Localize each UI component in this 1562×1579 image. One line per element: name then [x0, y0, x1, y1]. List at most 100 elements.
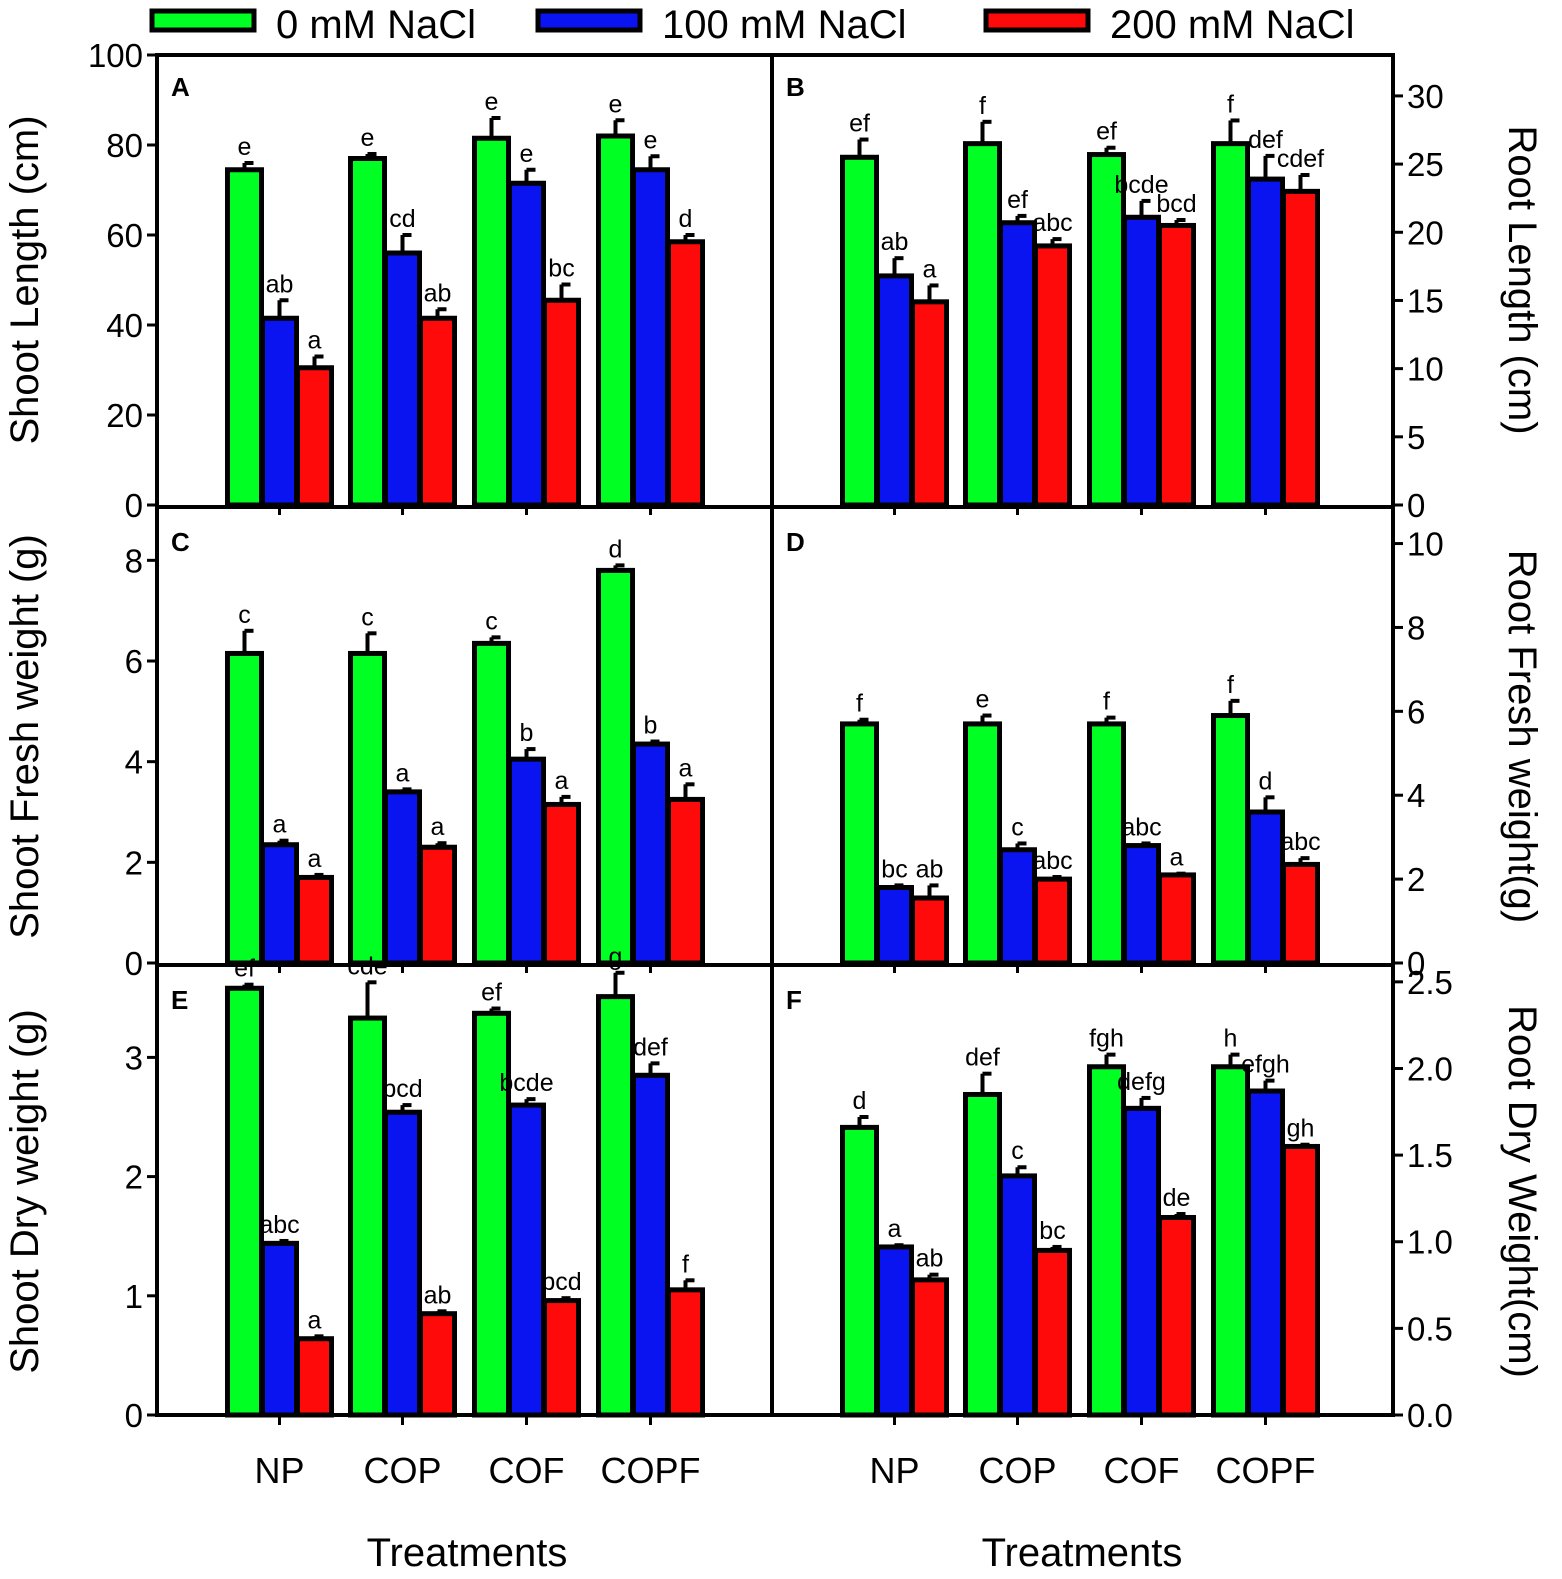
y-tick-label: 0 — [1407, 487, 1425, 524]
y-axis-title-D: Root Fresh weight(g) — [1500, 550, 1544, 923]
bar-A-NP-1 — [260, 315, 299, 508]
bar-E-COPF-1 — [631, 1072, 670, 1418]
significance-letter: abc — [1280, 828, 1320, 856]
significance-letter: e — [361, 124, 375, 152]
significance-letter: ef — [481, 979, 502, 1007]
significance-letter: d — [679, 205, 693, 233]
bar-A-COPF-1 — [631, 167, 670, 508]
significance-letter: efgh — [1241, 1051, 1290, 1079]
significance-letter: def — [633, 1033, 668, 1061]
y-tick-label: 8 — [125, 542, 143, 579]
y-tick-label: 20 — [1407, 214, 1444, 251]
y-tick-label: 30 — [1407, 78, 1444, 115]
y-tick-label: 2 — [1407, 861, 1425, 898]
panel-B: Befabafefabcefbcdebcdfdefcdef05101520253… — [786, 72, 1544, 524]
bar-F-COPF-2 — [1281, 1143, 1320, 1418]
significance-letter: ab — [916, 855, 944, 883]
panel-letter-D: D — [786, 527, 805, 557]
bar-E-NP-2 — [295, 1336, 334, 1418]
significance-letter: d — [609, 535, 623, 563]
significance-letter: a — [396, 759, 410, 787]
bar-D-COP-2 — [1033, 876, 1072, 966]
y-tick-label: 1.5 — [1407, 1137, 1453, 1174]
y-tick-label: 0.0 — [1407, 1397, 1453, 1434]
significance-letter: f — [1227, 90, 1234, 118]
bar-A-NP-0 — [225, 167, 264, 508]
significance-letter: h — [1224, 1025, 1238, 1053]
bar-F-COF-0 — [1087, 1064, 1126, 1418]
significance-letter: f — [979, 92, 986, 120]
significance-letter: cdef — [1277, 145, 1324, 173]
bar-D-COPF-0 — [1211, 713, 1250, 966]
significance-letter: a — [308, 845, 322, 873]
y-tick-label: 6 — [125, 643, 143, 680]
y-tick-label: 80 — [106, 127, 143, 164]
significance-letter: a — [1170, 844, 1184, 872]
y-tick-label: 2.5 — [1407, 964, 1453, 1001]
significance-letter: e — [485, 88, 499, 116]
x-tick-label-np: NP — [254, 1450, 304, 1491]
bar-A-COF-0 — [472, 135, 511, 508]
x-tick-label-np: NP — [869, 1450, 919, 1491]
bar-B-COP-2 — [1033, 243, 1072, 508]
bar-F-COF-2 — [1157, 1214, 1196, 1418]
y-axis-title-F: Root Dry Weight(cm) — [1500, 1005, 1544, 1378]
significance-letter: de — [1163, 1184, 1191, 1212]
bar-B-NP-0 — [840, 154, 879, 508]
bar-C-COP-0 — [348, 650, 387, 966]
significance-letter: b — [644, 712, 658, 740]
significance-letter: e — [976, 686, 990, 714]
legend-label-1: 100 mM NaCl — [662, 3, 907, 47]
bar-A-COP-1 — [383, 250, 422, 508]
bar-D-COPF-1 — [1246, 809, 1285, 966]
significance-letter: ab — [881, 228, 909, 256]
x-axis-labels: NP COP COF COPF Treatments NP COP COF COPF Treatm… — [254, 1450, 1315, 1575]
bar-B-COF-2 — [1157, 222, 1196, 508]
bar-D-COF-0 — [1087, 721, 1126, 966]
significance-letter: a — [679, 754, 693, 782]
y-tick-label: 8 — [1407, 609, 1425, 646]
bar-E-COP-2 — [418, 1311, 457, 1418]
x-tick-label-cof: COF — [489, 1450, 565, 1491]
legend: 0 mM NaCl 100 mM NaCl 200 mM NaCl — [149, 3, 1355, 47]
significance-letter: ef — [234, 955, 255, 983]
bar-A-COPF-2 — [666, 239, 705, 508]
significance-letter: e — [644, 126, 658, 154]
bar-C-COP-1 — [383, 789, 422, 966]
bar-A-COPF-0 — [596, 133, 635, 508]
bar-D-COPF-2 — [1281, 861, 1320, 966]
y-tick-label: 2 — [125, 844, 143, 881]
bar-F-COF-1 — [1122, 1105, 1161, 1418]
bar-F-COPF-1 — [1246, 1088, 1285, 1418]
bar-C-COF-0 — [472, 640, 511, 966]
bar-F-NP-1 — [875, 1244, 914, 1418]
significance-letter: e — [238, 133, 252, 161]
significance-letter: f — [682, 1250, 689, 1278]
significance-letter: abc — [1032, 847, 1072, 875]
x-axis-title: Treatments — [982, 1531, 1183, 1575]
y-tick-label: 0 — [125, 487, 143, 524]
x-tick-label-cof: COF — [1104, 1450, 1180, 1491]
bar-C-NP-1 — [260, 842, 299, 966]
significance-letter: f — [1227, 671, 1234, 699]
y-tick-label: 0.5 — [1407, 1310, 1453, 1347]
bar-F-COPF-0 — [1211, 1064, 1250, 1418]
panel-letter-B: B — [786, 72, 805, 102]
panel-letter-F: F — [786, 985, 802, 1015]
significance-letter: c — [238, 601, 251, 629]
bar-B-COP-1 — [998, 220, 1037, 508]
y-tick-label: 10 — [1407, 526, 1444, 563]
significance-letter: f — [856, 690, 863, 718]
significance-letter: bcde — [1114, 171, 1168, 199]
x-tick-label-copf: COPF — [1215, 1450, 1315, 1491]
y-tick-label: 6 — [1407, 693, 1425, 730]
significance-letter: ab — [424, 279, 452, 307]
legend-swatch-0 — [149, 8, 257, 33]
significance-letter: a — [308, 327, 322, 355]
y-tick-label: 3 — [125, 1039, 143, 1076]
significance-letter: defg — [1117, 1068, 1166, 1096]
significance-letter: d — [1259, 767, 1273, 795]
